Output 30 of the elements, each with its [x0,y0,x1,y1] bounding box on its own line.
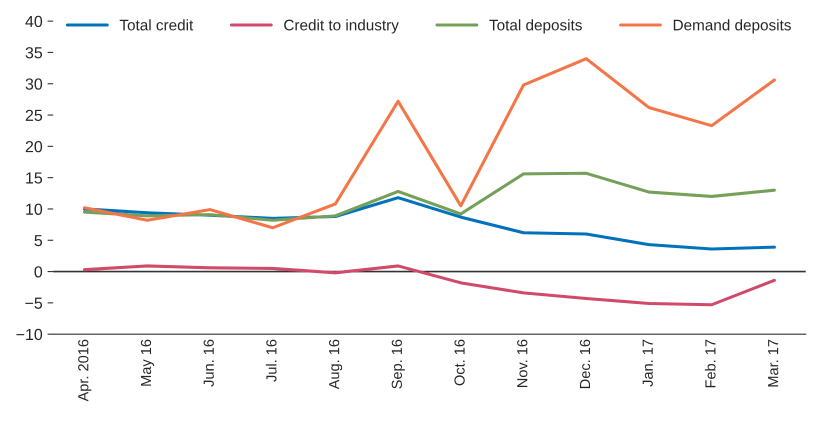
x-tick-label: Aug. 16 [328,340,342,390]
legend-label: Credit to industry [284,19,399,34]
legend-label: Total deposits [489,19,582,34]
y-tick-label: −5 [25,298,42,309]
y-tick-label: 30 [26,78,42,90]
x-tick-label: Sep. 16 [392,340,405,389]
x-tick-label: Apr. 2016 [78,340,92,402]
line-series [82,172,776,222]
y-tick-label: 15 [26,172,42,184]
y-tick-label: 10 [26,204,42,215]
x-tick-label: Jun. 16 [204,340,214,387]
x-tick-label: Jul. 16 [266,340,277,382]
y-tick-label: 35 [26,47,42,58]
y-tick-label: 25 [26,110,42,121]
x-tick-label: May 16 [140,340,154,386]
y-tick-label: 40 [25,16,42,28]
x-tick-label: Mar. 17 [768,340,778,386]
y-tick-label: 5 [34,235,42,246]
x-tick-label: Feb. 17 [704,340,716,388]
y-tick-label: −10 [16,328,42,340]
legend-label: Demand deposits [674,19,791,34]
line-series [82,264,776,306]
x-tick-label: Oct. 16 [454,340,465,386]
y-tick-label: 20 [26,140,42,152]
x-tick-label: Nov. 16 [517,340,528,388]
y-tick-label: 0 [34,266,42,278]
x-tick-label: Jan. 17 [642,340,653,387]
x-tick-label: Dec. 16 [580,340,590,388]
line-series [82,57,776,230]
legend-label: Total credit [120,19,194,30]
